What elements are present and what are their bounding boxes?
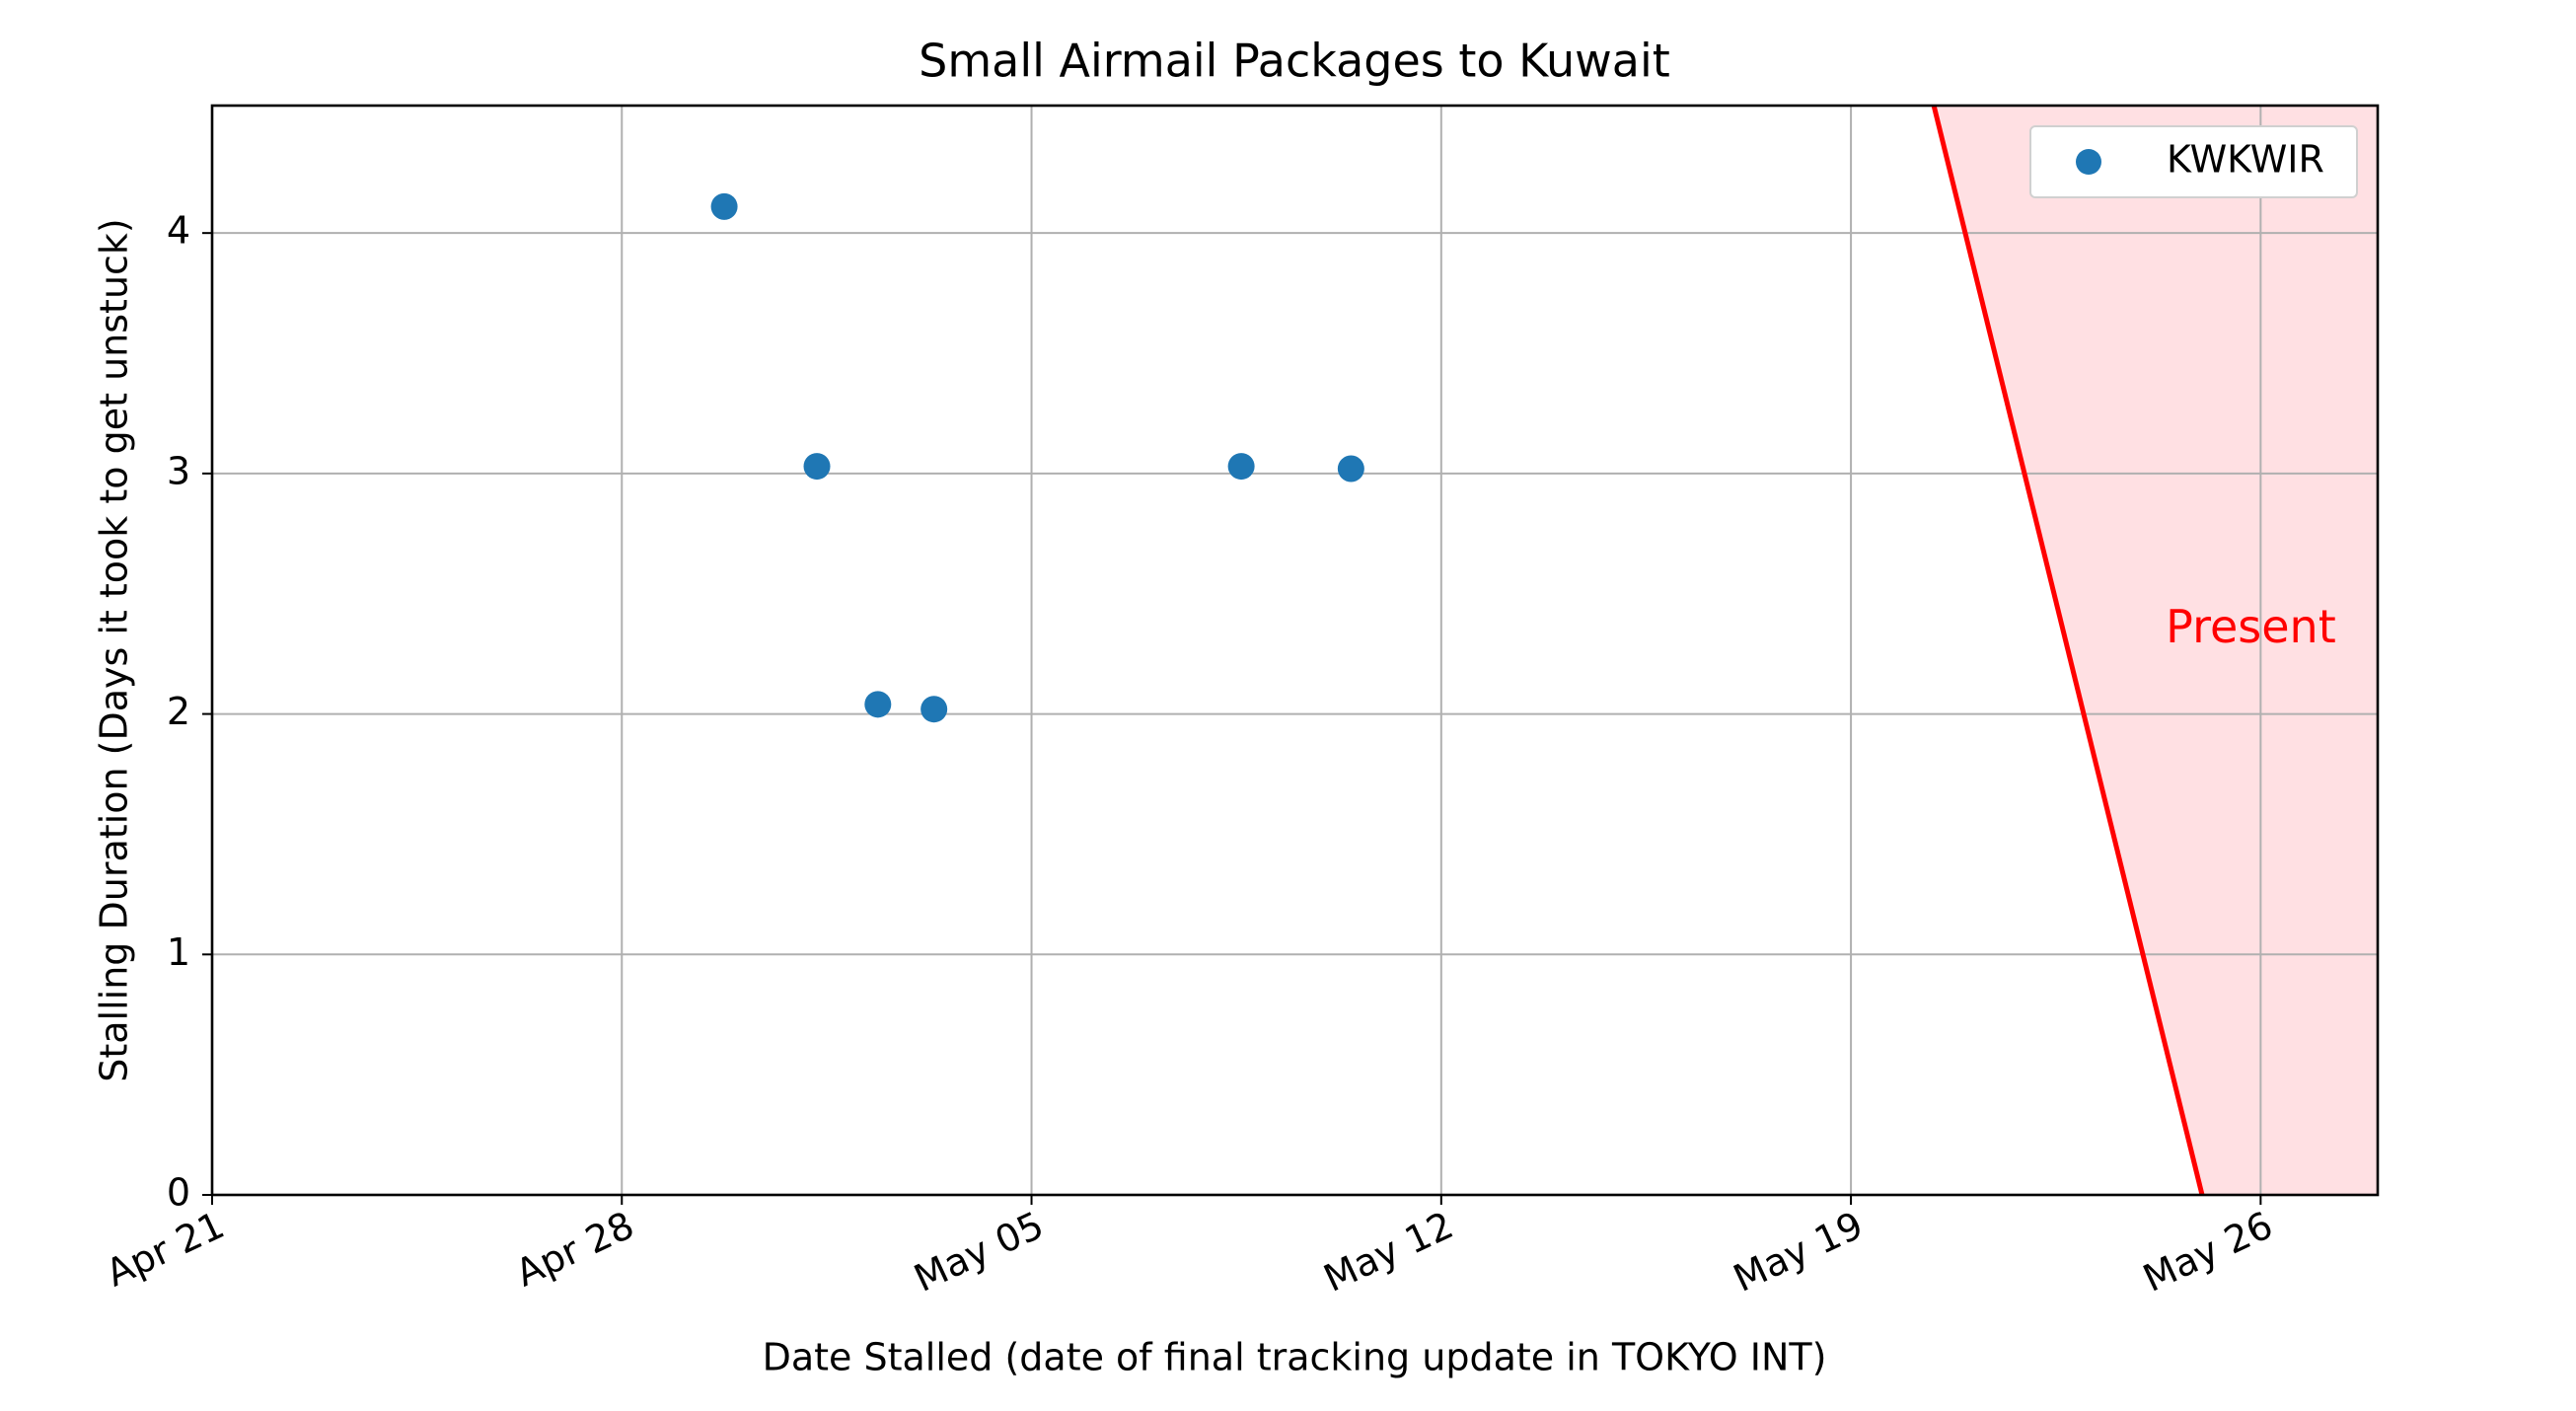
legend-label: KWKWIR	[2167, 138, 2324, 182]
plot-area: Present	[210, 104, 2380, 1197]
present-label: Present	[2166, 600, 2336, 653]
data-point	[1227, 453, 1255, 481]
legend-marker	[2076, 149, 2101, 175]
present-line	[1931, 105, 2205, 1196]
y-tick-label: 1	[167, 930, 190, 974]
x-axis-label: Date Stalled (date of final tracking upd…	[763, 1336, 1827, 1379]
scatter-points	[710, 192, 1364, 723]
data-point	[803, 453, 831, 481]
legend-box	[2029, 125, 2358, 198]
data-point	[710, 192, 738, 220]
chart-title: Small Airmail Packages to Kuwait	[919, 35, 1670, 88]
data-point	[920, 696, 948, 723]
data-point	[864, 691, 892, 718]
axes-frame	[210, 104, 2380, 1197]
present-region	[1934, 106, 2378, 1195]
y-axis-label: Stalling Duration (Days it took to get u…	[93, 218, 136, 1082]
y-tick-label: 0	[167, 1171, 190, 1215]
y-tick-label: 4	[167, 209, 190, 253]
y-tick-label: 2	[167, 690, 190, 733]
y-axis: 0 1 2 3 4	[167, 209, 212, 1215]
present-shaded-area	[1934, 106, 2378, 1195]
y-tick-label: 3	[167, 449, 190, 492]
present-line-layer	[1931, 105, 2205, 1196]
legend: KWKWIR	[2029, 125, 2358, 198]
data-point	[1337, 455, 1364, 483]
